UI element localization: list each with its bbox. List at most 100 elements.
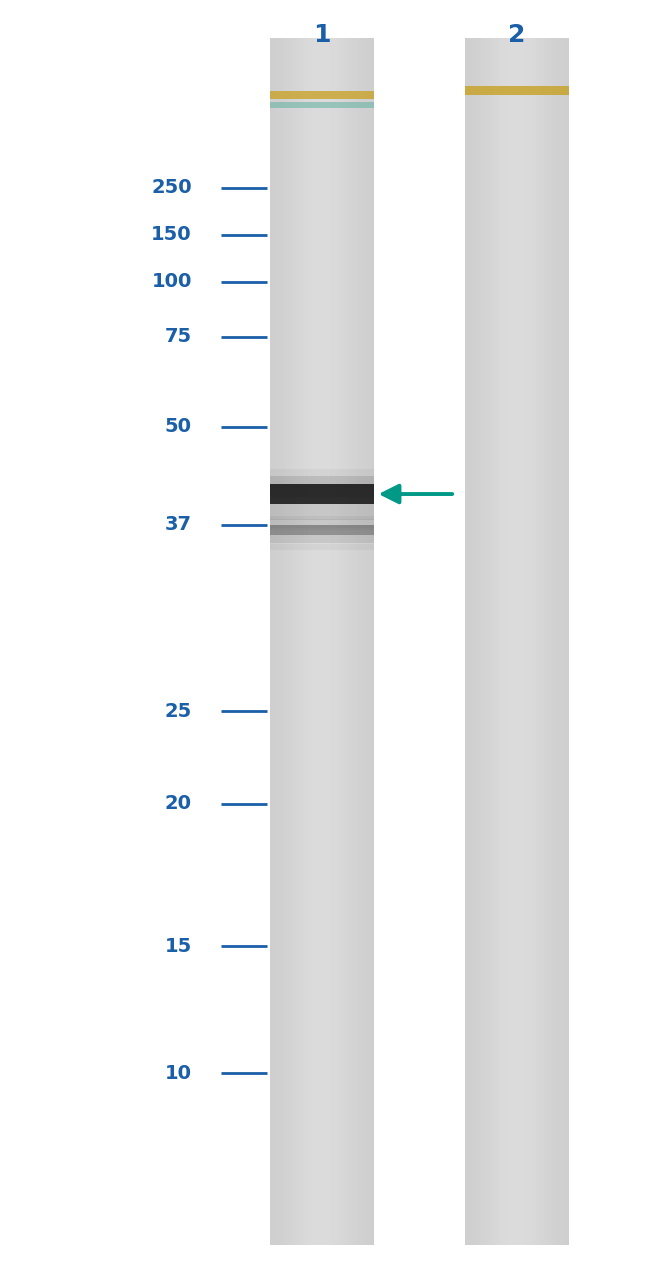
Bar xyxy=(351,38,353,1245)
Bar xyxy=(527,38,529,1245)
Bar xyxy=(496,38,498,1245)
Bar xyxy=(494,38,496,1245)
Bar xyxy=(534,38,536,1245)
Bar xyxy=(468,38,470,1245)
Bar xyxy=(270,38,272,1245)
Text: 100: 100 xyxy=(151,273,192,291)
Bar xyxy=(472,38,473,1245)
Bar xyxy=(282,38,283,1245)
Bar xyxy=(564,38,566,1245)
Text: 10: 10 xyxy=(164,1064,192,1082)
Bar xyxy=(493,38,494,1245)
Bar xyxy=(280,38,282,1245)
Bar xyxy=(306,38,308,1245)
Bar xyxy=(272,38,273,1245)
Bar xyxy=(498,38,499,1245)
Bar xyxy=(372,38,374,1245)
Bar xyxy=(291,38,292,1245)
Bar xyxy=(361,38,363,1245)
Bar xyxy=(315,38,317,1245)
Bar xyxy=(546,38,548,1245)
Bar xyxy=(292,38,294,1245)
Bar xyxy=(555,38,556,1245)
Bar xyxy=(270,484,374,504)
Bar xyxy=(465,38,467,1245)
Bar xyxy=(548,38,550,1245)
Bar xyxy=(270,476,374,497)
Bar xyxy=(294,38,296,1245)
Bar xyxy=(470,38,472,1245)
Bar xyxy=(482,38,484,1245)
Bar xyxy=(311,38,313,1245)
Bar xyxy=(277,38,278,1245)
Bar xyxy=(484,38,486,1245)
Bar xyxy=(330,38,332,1245)
Bar xyxy=(313,38,315,1245)
Bar xyxy=(360,38,361,1245)
Bar xyxy=(309,38,311,1245)
Bar xyxy=(465,86,569,95)
Bar xyxy=(560,38,562,1245)
Bar xyxy=(285,38,287,1245)
Bar xyxy=(478,38,480,1245)
Bar xyxy=(270,525,374,535)
Text: 1: 1 xyxy=(313,23,330,47)
Bar xyxy=(367,38,369,1245)
Bar xyxy=(270,519,374,530)
Bar xyxy=(503,38,504,1245)
Bar xyxy=(327,38,329,1245)
Text: 50: 50 xyxy=(164,418,192,436)
Bar xyxy=(270,469,374,489)
Bar xyxy=(541,38,543,1245)
Bar xyxy=(270,91,374,99)
Bar xyxy=(298,38,299,1245)
Bar xyxy=(488,38,489,1245)
Bar xyxy=(520,38,522,1245)
Bar xyxy=(522,38,524,1245)
Bar xyxy=(301,38,303,1245)
Bar xyxy=(510,38,512,1245)
Bar xyxy=(335,38,337,1245)
Bar xyxy=(318,38,320,1245)
Text: 2: 2 xyxy=(508,23,525,47)
Bar xyxy=(543,38,545,1245)
Bar xyxy=(517,38,519,1245)
Bar xyxy=(512,38,514,1245)
Bar xyxy=(353,38,355,1245)
Bar xyxy=(341,38,343,1245)
Bar xyxy=(562,38,564,1245)
Bar xyxy=(289,38,291,1245)
Bar xyxy=(567,38,569,1245)
Bar xyxy=(363,38,365,1245)
Bar xyxy=(299,38,301,1245)
Bar xyxy=(303,38,304,1245)
Bar xyxy=(530,38,532,1245)
Bar xyxy=(304,38,306,1245)
Bar xyxy=(346,38,348,1245)
Bar xyxy=(467,38,468,1245)
Bar xyxy=(287,38,289,1245)
Bar xyxy=(355,38,356,1245)
Bar xyxy=(532,38,534,1245)
Bar xyxy=(348,38,350,1245)
Bar xyxy=(491,38,493,1245)
Bar xyxy=(538,38,540,1245)
Bar xyxy=(551,38,553,1245)
Bar xyxy=(278,38,280,1245)
Bar xyxy=(525,38,527,1245)
Bar xyxy=(540,38,541,1245)
Bar xyxy=(270,535,374,542)
Bar xyxy=(339,38,341,1245)
Bar xyxy=(320,38,322,1245)
Bar xyxy=(489,38,491,1245)
Bar xyxy=(270,504,374,521)
Bar xyxy=(356,38,358,1245)
Bar xyxy=(325,38,327,1245)
Bar xyxy=(270,102,374,108)
Bar xyxy=(480,38,482,1245)
Bar xyxy=(473,38,475,1245)
Bar xyxy=(369,38,370,1245)
Text: 75: 75 xyxy=(164,328,192,345)
Bar xyxy=(501,38,503,1245)
Text: 25: 25 xyxy=(164,702,192,720)
